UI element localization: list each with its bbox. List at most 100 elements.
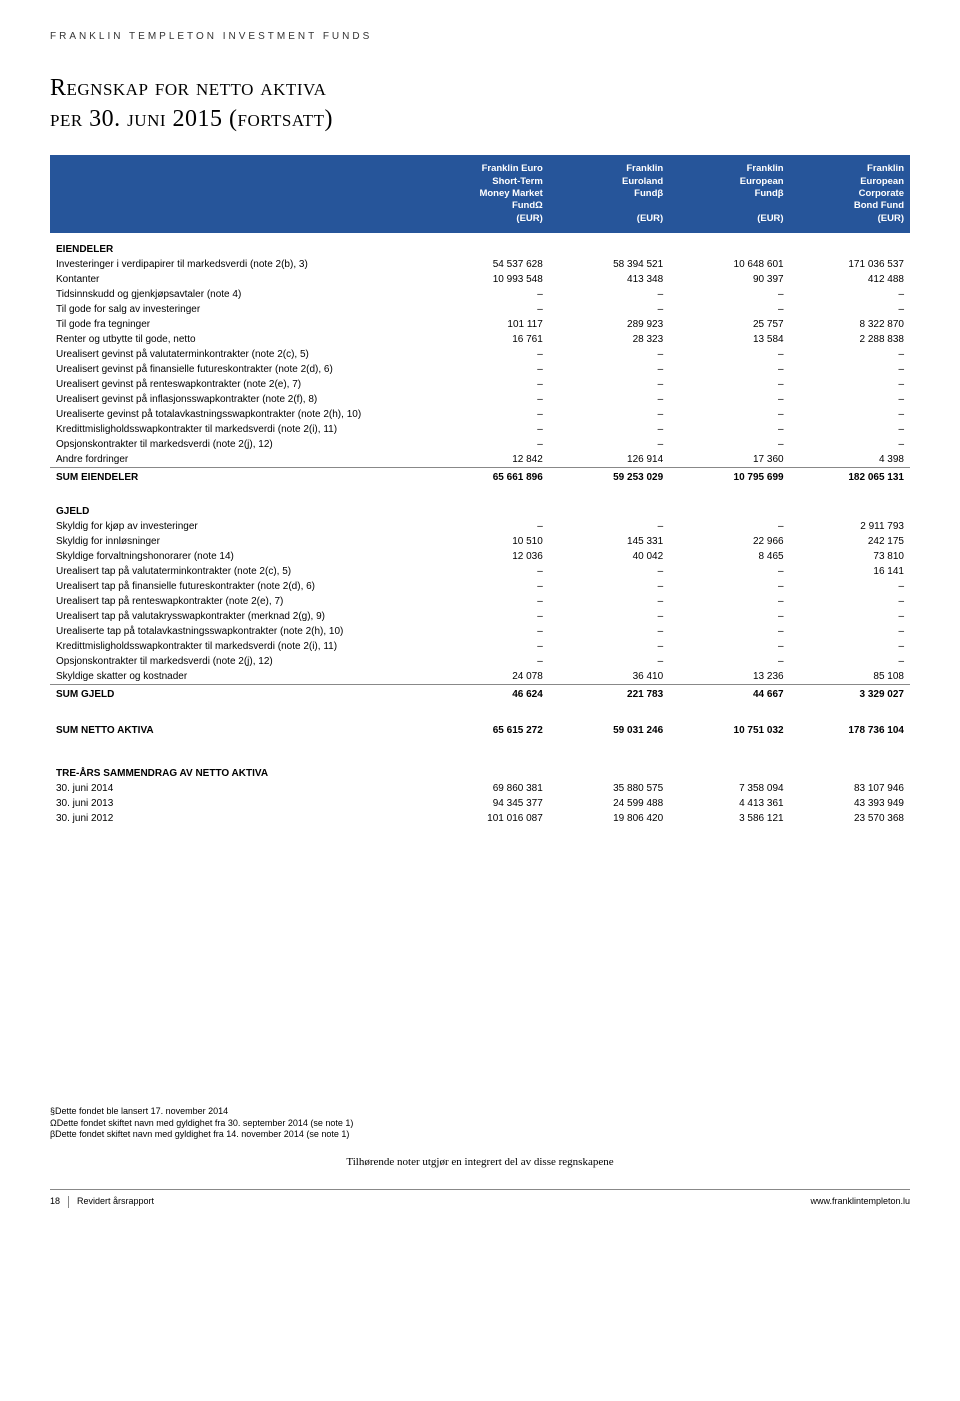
table-row: Kredittmisligholdsswapkontrakter til mar… (50, 639, 910, 654)
gjeld-row-8-val-3: – (790, 639, 910, 654)
table-row: Andre fordringer12 842126 91417 3604 398 (50, 452, 910, 468)
gjeld-row-10-val-2: 13 236 (669, 669, 789, 685)
eiendeler-row-7-label: Urealisert gevinst på finansielle future… (50, 362, 428, 377)
gjeld-row-0-label: Skyldig for kjøp av investeringer (50, 519, 428, 534)
eiendeler-row-6-val-1: – (549, 347, 669, 362)
table-row: Urealisert gevinst på finansielle future… (50, 362, 910, 377)
eiendeler-row-5-val-3: 2 288 838 (790, 332, 910, 347)
gjeld-row-1-label: Skyldig for innløsninger (50, 534, 428, 549)
eiendeler-row-6-label: Urealisert gevinst på valutaterminkontra… (50, 347, 428, 362)
sum-eiendeler-val-0: 65 661 896 (428, 468, 548, 488)
section-gjeld: GJELD (50, 495, 910, 519)
gjeld-row-3-val-0: – (428, 564, 548, 579)
eiendeler-row-13-val-0: 12 842 (428, 452, 548, 468)
table-row: Opsjonskontrakter til markedsverdi (note… (50, 654, 910, 669)
table-row: Kontanter10 993 548413 34890 397412 488 (50, 272, 910, 287)
gjeld-row-8-val-1: – (549, 639, 669, 654)
eiendeler-row-0-val-3: 171 036 537 (790, 257, 910, 272)
section-treaar-label: TRE-ÅRS SAMMENDRAG AV NETTO AKTIVA (50, 757, 910, 781)
table-row: Urealisert gevinst på valutaterminkontra… (50, 347, 910, 362)
eiendeler-row-13-val-3: 4 398 (790, 452, 910, 468)
gjeld-row-6-val-0: – (428, 609, 548, 624)
sum-eiendeler-val-2: 10 795 699 (669, 468, 789, 488)
gjeld-row-3-label: Urealisert tap på valutaterminkontrakter… (50, 564, 428, 579)
treaar-row-2-val-1: 19 806 420 (549, 811, 669, 826)
treaar-row-1-val-0: 94 345 377 (428, 796, 548, 811)
treaar-row-2-val-0: 101 016 087 (428, 811, 548, 826)
col-header-1: FranklinEurolandFundβ(EUR) (549, 155, 669, 233)
table-row: Urealisert tap på valutaterminkontrakter… (50, 564, 910, 579)
gjeld-row-2-val-0: 12 036 (428, 549, 548, 564)
eiendeler-row-8-val-1: – (549, 377, 669, 392)
sum-eiendeler-label: SUM EIENDELER (50, 468, 428, 488)
eiendeler-row-4-label: Til gode fra tegninger (50, 317, 428, 332)
gjeld-row-1-val-2: 22 966 (669, 534, 789, 549)
gjeld-row-10-val-3: 85 108 (790, 669, 910, 685)
gjeld-row-4-val-1: – (549, 579, 669, 594)
gjeld-row-2-label: Skyldige forvaltningshonorarer (note 14) (50, 549, 428, 564)
gjeld-row-6-val-2: – (669, 609, 789, 624)
eiendeler-row-12-val-0: – (428, 437, 548, 452)
treaar-row-1-val-3: 43 393 949 (790, 796, 910, 811)
col-header-2: FranklinEuropeanFundβ(EUR) (669, 155, 789, 233)
gjeld-row-9-val-1: – (549, 654, 669, 669)
section-eiendeler-label: EIENDELER (50, 233, 910, 257)
eiendeler-row-5-val-0: 16 761 (428, 332, 548, 347)
eiendeler-row-0-val-2: 10 648 601 (669, 257, 789, 272)
table-row: Urealiserte gevinst på totalavkastningss… (50, 407, 910, 422)
table-row: Urealisert gevinst på renteswapkontrakte… (50, 377, 910, 392)
eiendeler-row-11-val-1: – (549, 422, 669, 437)
eiendeler-row-2-val-2: – (669, 287, 789, 302)
eiendeler-row-11-val-2: – (669, 422, 789, 437)
eiendeler-row-4-val-0: 101 117 (428, 317, 548, 332)
eiendeler-row-3-val-2: – (669, 302, 789, 317)
table-row: Til gode fra tegninger101 117289 92325 7… (50, 317, 910, 332)
table-row: Urealisert tap på renteswapkontrakter (n… (50, 594, 910, 609)
table-row: Urealisert gevinst på inflasjonsswapkont… (50, 392, 910, 407)
title-line2: per 30. juni 2015 (fortsatt) (50, 106, 333, 132)
eiendeler-row-3-val-3: – (790, 302, 910, 317)
sum-gjeld-val-0: 46 624 (428, 685, 548, 705)
gjeld-row-7-val-0: – (428, 624, 548, 639)
gjeld-row-5-label: Urealisert tap på renteswapkontrakter (n… (50, 594, 428, 609)
eiendeler-row-6-val-3: – (790, 347, 910, 362)
section-eiendeler: EIENDELER (50, 233, 910, 257)
centered-note: Tilhørende noter utgjør en integrert del… (50, 1155, 910, 1169)
table-row: Urealiserte tap på totalavkastningsswapk… (50, 624, 910, 639)
eiendeler-row-13-label: Andre fordringer (50, 452, 428, 468)
gjeld-row-4-val-2: – (669, 579, 789, 594)
sum-gjeld-label: SUM GJELD (50, 685, 428, 705)
eiendeler-row-2-val-3: – (790, 287, 910, 302)
gjeld-row-10-val-0: 24 078 (428, 669, 548, 685)
sum-gjeld-val-1: 221 783 (549, 685, 669, 705)
eiendeler-row-12-label: Opsjonskontrakter til markedsverdi (note… (50, 437, 428, 452)
table-header-row: Franklin EuroShort-TermMoney MarketFundΩ… (50, 155, 910, 233)
eiendeler-row-9-val-0: – (428, 392, 548, 407)
treaar-row-0-val-3: 83 107 946 (790, 781, 910, 796)
eiendeler-row-9-label: Urealisert gevinst på inflasjonsswapkont… (50, 392, 428, 407)
treaar-row-0-val-0: 69 860 381 (428, 781, 548, 796)
footnotes: §Dette fondet ble lansert 17. november 2… (50, 1106, 910, 1141)
eiendeler-row-11-label: Kredittmisligholdsswapkontrakter til mar… (50, 422, 428, 437)
table-row: Skyldig for innløsninger10 510145 33122 … (50, 534, 910, 549)
table-row: SUM EIENDELER65 661 89659 253 02910 795 … (50, 468, 910, 488)
eiendeler-row-10-label: Urealiserte gevinst på totalavkastningss… (50, 407, 428, 422)
sum-netto-label: SUM NETTO AKTIVA (50, 712, 428, 749)
eiendeler-row-5-label: Renter og utbytte til gode, netto (50, 332, 428, 347)
table-row: Til gode for salg av investeringer–––– (50, 302, 910, 317)
eiendeler-row-3-val-0: – (428, 302, 548, 317)
gjeld-row-5-val-3: – (790, 594, 910, 609)
sum-eiendeler-val-1: 59 253 029 (549, 468, 669, 488)
eiendeler-row-9-val-3: – (790, 392, 910, 407)
eiendeler-row-8-val-2: – (669, 377, 789, 392)
gjeld-row-9-label: Opsjonskontrakter til markedsverdi (note… (50, 654, 428, 669)
sum-netto-val-3: 178 736 104 (790, 712, 910, 749)
treaar-row-0-val-1: 35 880 575 (549, 781, 669, 796)
eiendeler-row-10-val-2: – (669, 407, 789, 422)
gjeld-row-7-val-1: – (549, 624, 669, 639)
eiendeler-row-2-val-0: – (428, 287, 548, 302)
eiendeler-row-4-val-1: 289 923 (549, 317, 669, 332)
gjeld-row-0-val-3: 2 911 793 (790, 519, 910, 534)
financial-table: Franklin EuroShort-TermMoney MarketFundΩ… (50, 155, 910, 826)
sum-netto-val-1: 59 031 246 (549, 712, 669, 749)
